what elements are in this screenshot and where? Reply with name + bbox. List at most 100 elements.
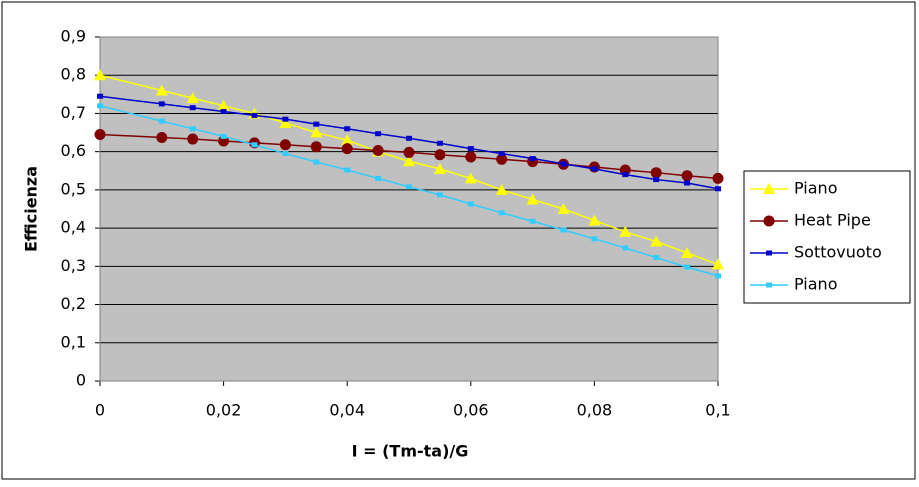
marker — [372, 145, 384, 157]
x-axis-label: I = (Tm-ta)/G — [352, 442, 469, 461]
marker — [622, 172, 629, 178]
marker — [313, 121, 320, 127]
marker — [186, 92, 199, 104]
marker — [94, 128, 106, 140]
marker — [344, 126, 351, 132]
legend-label: Piano — [794, 179, 837, 198]
marker — [436, 140, 443, 146]
marker — [97, 103, 103, 109]
marker — [94, 69, 106, 81]
marker — [464, 172, 477, 184]
y-tick-label: 0,1 — [61, 332, 86, 351]
y-tick-label: 0,6 — [61, 141, 86, 160]
series-line — [99, 95, 719, 190]
marker — [715, 186, 721, 192]
marker — [341, 134, 354, 146]
marker — [496, 153, 508, 165]
marker — [712, 258, 724, 270]
y-tick-label: 0,4 — [61, 218, 86, 237]
marker — [684, 180, 691, 186]
x-tick-label: 0 — [95, 401, 105, 420]
marker — [557, 203, 570, 214]
marker — [498, 151, 505, 157]
marker — [529, 156, 536, 162]
marker — [467, 146, 474, 152]
marker — [681, 246, 694, 258]
marker — [403, 155, 415, 167]
marker — [712, 172, 724, 184]
marker — [217, 99, 230, 111]
y-tick-label: 0,3 — [61, 256, 86, 275]
marker — [310, 141, 322, 153]
marker — [158, 101, 165, 107]
x-tick-label: 0,02 — [206, 401, 242, 420]
marker — [220, 133, 227, 139]
marker — [436, 192, 443, 198]
marker — [653, 255, 660, 261]
marker — [189, 126, 196, 132]
marker — [156, 132, 168, 144]
marker — [158, 118, 165, 124]
marker — [220, 109, 227, 115]
marker — [189, 105, 196, 111]
y-tick-label: 0,9 — [61, 27, 86, 46]
marker — [251, 112, 258, 118]
marker — [313, 159, 320, 165]
marker — [279, 139, 291, 151]
marker — [434, 149, 446, 161]
marker — [498, 210, 505, 216]
legend-label: Sottovuoto — [794, 243, 882, 262]
marker — [375, 175, 382, 181]
x-tick-label: 0,04 — [329, 401, 365, 420]
plot-area — [100, 37, 718, 381]
marker — [591, 236, 598, 242]
marker — [279, 117, 292, 128]
y-tick-label: 0 — [76, 371, 86, 390]
legend-marker — [766, 250, 772, 256]
legend-label: Heat Pipe — [794, 211, 871, 230]
marker — [622, 245, 629, 251]
marker — [97, 93, 103, 99]
marker — [282, 151, 289, 157]
legend-label: Piano — [794, 275, 837, 294]
y-tick-label: 0,5 — [61, 179, 86, 198]
marker — [341, 143, 353, 155]
marker — [403, 146, 415, 158]
marker — [588, 214, 601, 226]
plot-border — [99, 36, 719, 382]
x-tick-label: 0,1 — [705, 401, 730, 420]
marker — [433, 162, 446, 174]
marker — [653, 177, 660, 183]
marker — [310, 126, 323, 138]
marker — [465, 151, 477, 163]
y-tick-label: 0,2 — [61, 294, 86, 313]
marker — [375, 131, 382, 137]
marker — [406, 184, 412, 190]
marker — [560, 227, 567, 233]
marker — [529, 218, 536, 224]
legend-marker — [763, 183, 775, 194]
series-line — [99, 74, 719, 266]
marker — [650, 167, 662, 179]
y-axis-label: Efficienza — [22, 166, 41, 252]
marker — [526, 193, 539, 205]
marker — [406, 135, 412, 141]
marker — [282, 116, 289, 122]
marker — [155, 84, 168, 96]
marker — [715, 273, 721, 279]
legend-marker — [763, 215, 775, 227]
marker — [344, 167, 351, 173]
marker — [495, 183, 508, 195]
marker — [681, 170, 693, 182]
x-tick-label: 0,08 — [577, 401, 613, 420]
y-tick-label: 0,8 — [61, 65, 86, 84]
x-tick-label: 0,06 — [453, 401, 489, 420]
marker — [560, 161, 567, 167]
marker — [684, 264, 691, 270]
marker — [187, 133, 199, 145]
legend-marker — [766, 282, 772, 288]
marker — [251, 142, 258, 148]
marker — [467, 201, 474, 207]
